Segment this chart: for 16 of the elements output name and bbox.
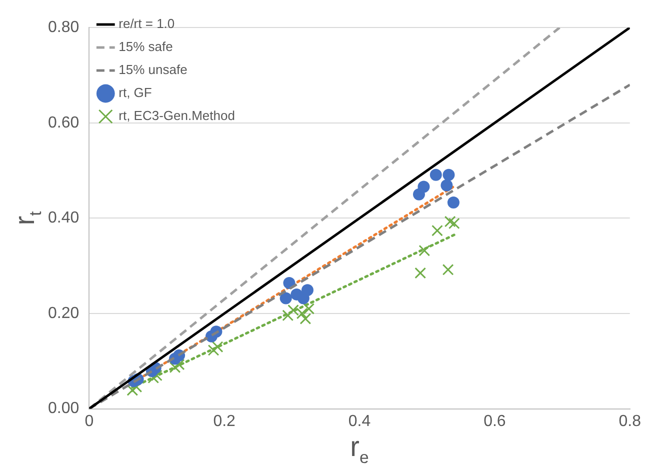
y-tick-label: 0.60 (48, 114, 80, 132)
legend-label: 15% unsafe (118, 62, 188, 78)
legend-label: re/rt = 1.0 (118, 16, 175, 32)
x-tick-label: 0.6 (484, 412, 506, 430)
legend-label: 15% safe (118, 39, 173, 54)
x-tick-label: 0.8 (618, 412, 642, 430)
y-tick-label: 0.80 (48, 19, 80, 36)
x-tick-label: 0.2 (213, 412, 236, 430)
y-tick-label: 0.20 (48, 304, 80, 322)
y-axis-title: rt (9, 210, 45, 226)
y-tick-label: 0.40 (48, 210, 80, 227)
y-tick-label: 0.00 (48, 400, 80, 418)
legend-label: rt, GF (118, 85, 152, 100)
x-tick-label: 0.4 (348, 412, 371, 430)
legend-label: rt, EC3-Gen.Method (118, 108, 235, 124)
x-tick-label: 0 (84, 412, 94, 430)
